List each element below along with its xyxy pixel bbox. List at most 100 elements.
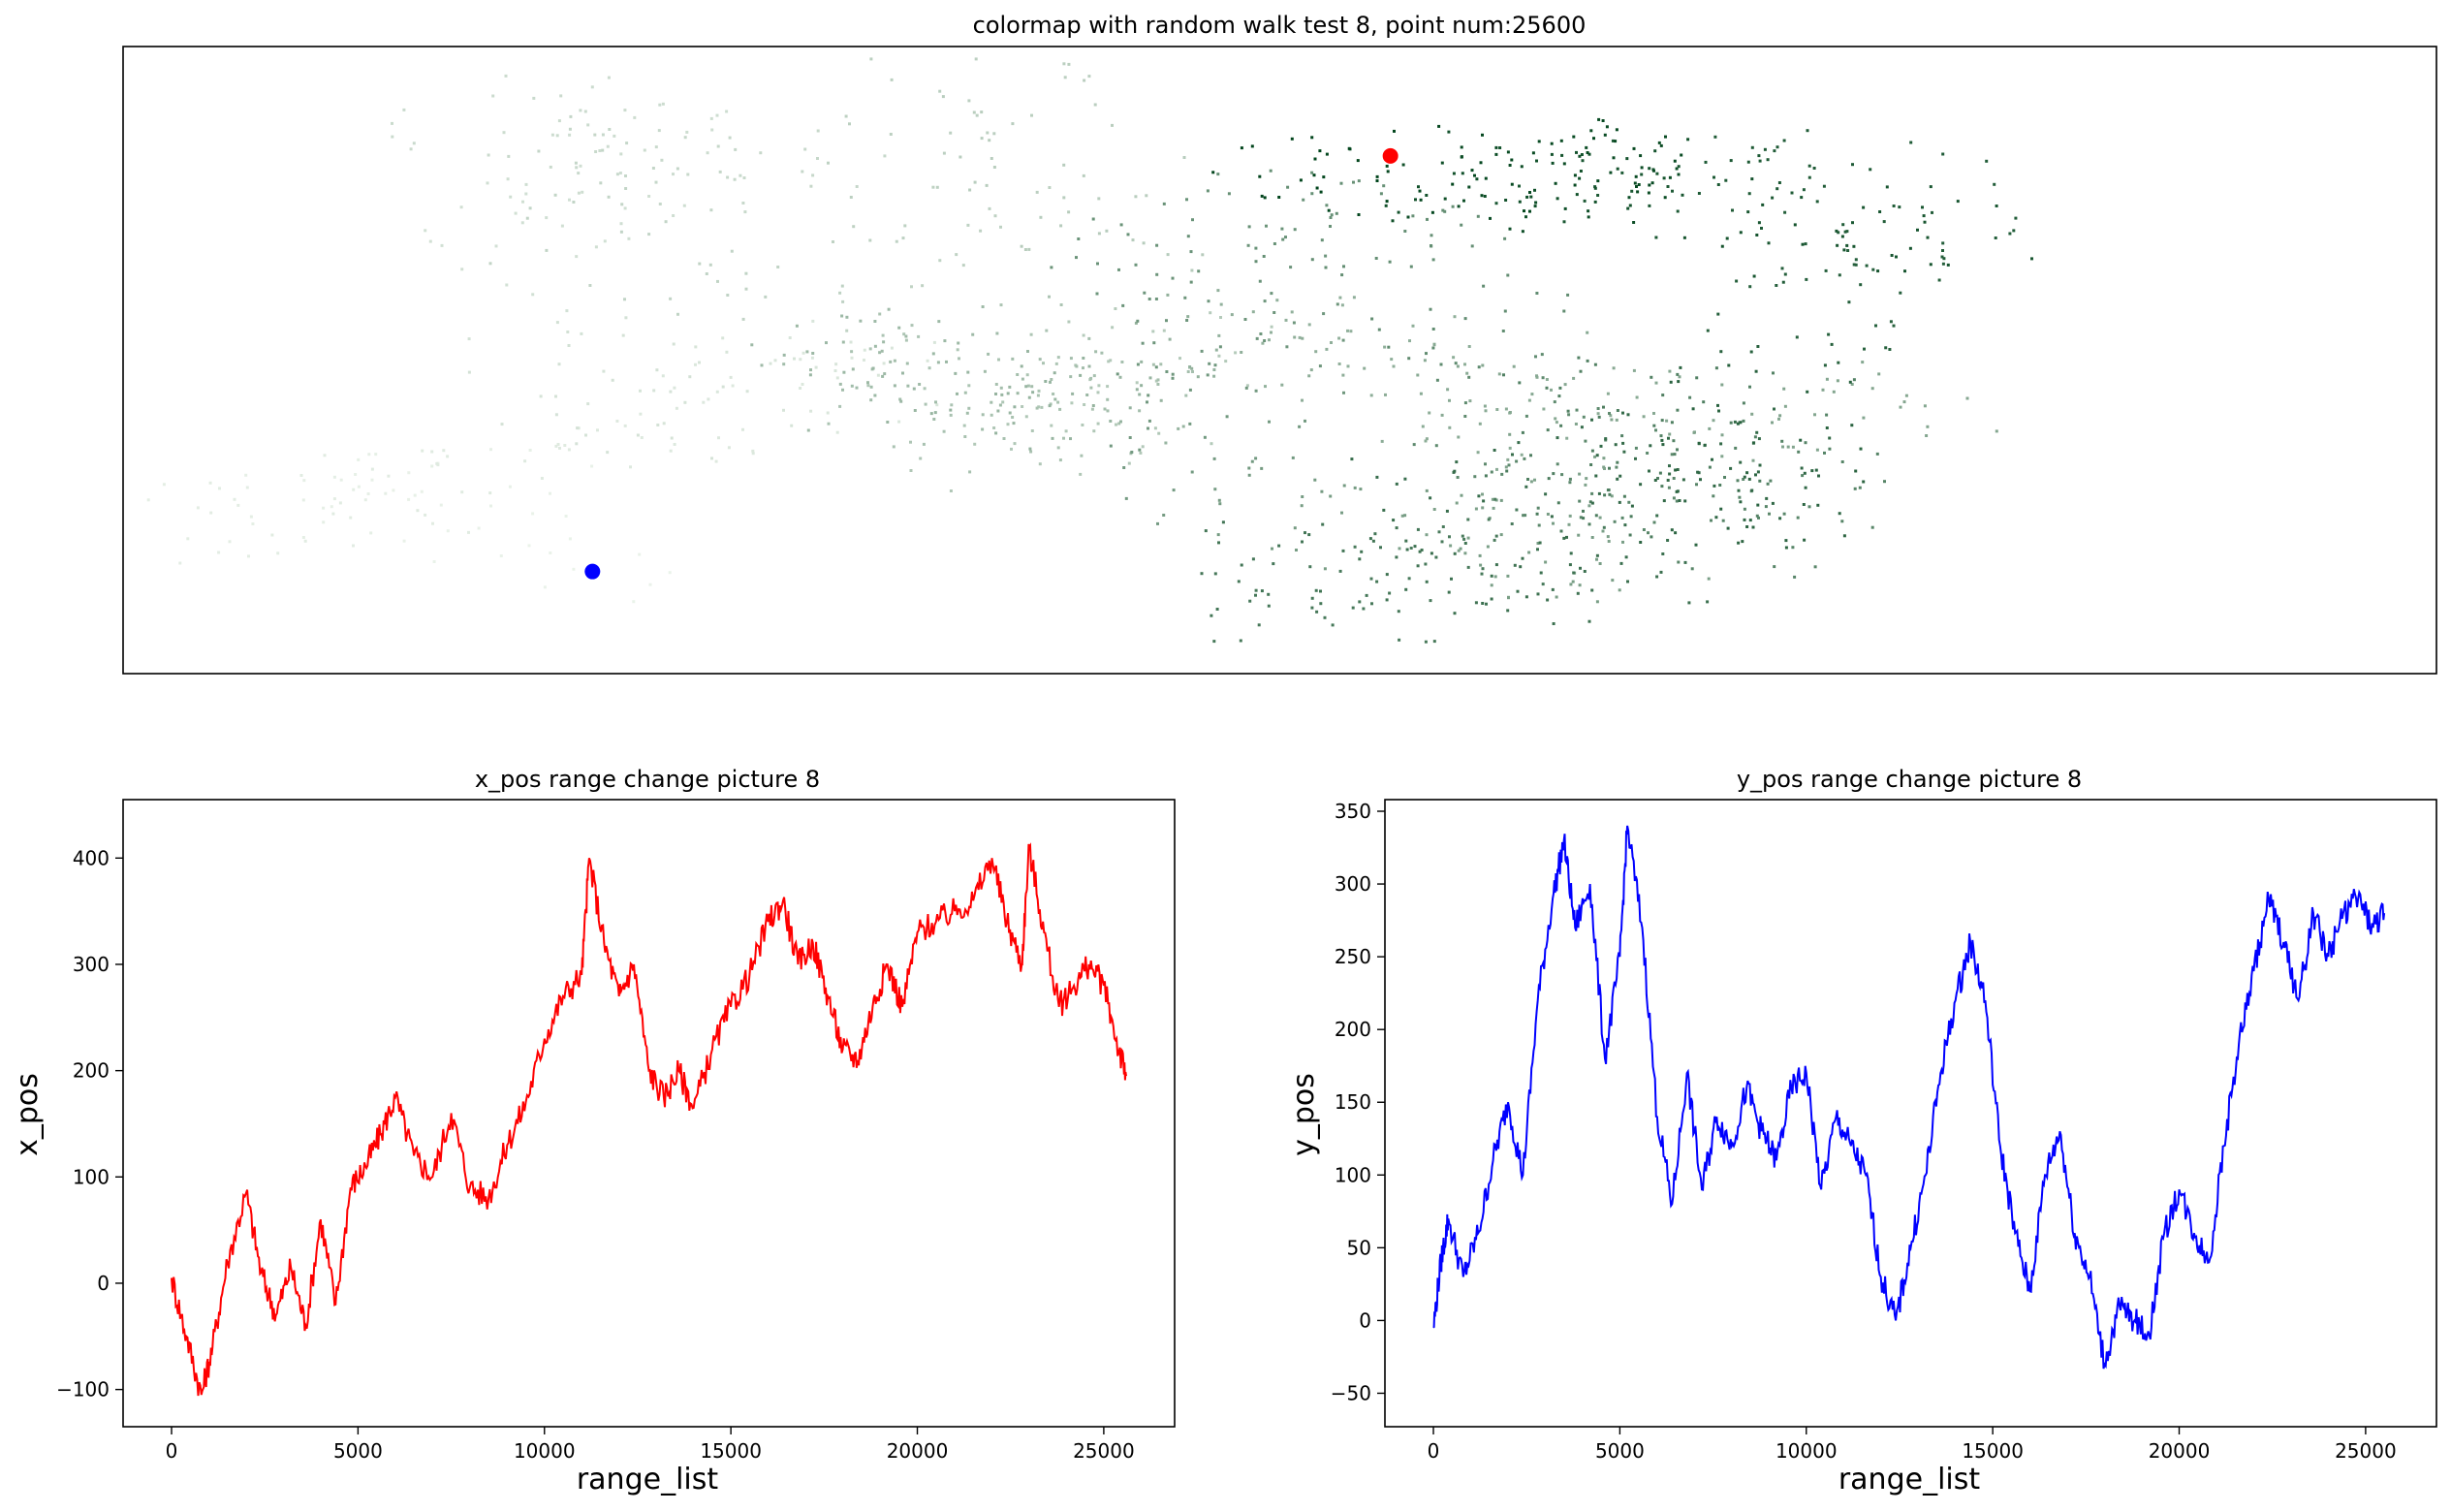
walk-point	[1773, 565, 1776, 569]
walk-point	[1528, 209, 1531, 213]
walk-point	[1697, 442, 1701, 446]
y-tick-label: 200	[1335, 1018, 1371, 1041]
walk-point	[460, 268, 464, 271]
walk-point	[1756, 470, 1760, 474]
walk-point	[537, 149, 541, 153]
walk-point	[1535, 512, 1539, 516]
walk-point	[1680, 153, 1683, 157]
walk-point	[1097, 232, 1101, 236]
walk-point	[1481, 363, 1485, 367]
walk-point	[1426, 217, 1429, 221]
walk-point	[1780, 439, 1784, 443]
walk-point	[1577, 356, 1581, 360]
walk-point	[1067, 320, 1071, 324]
walk-point	[276, 551, 280, 555]
walk-point	[1773, 407, 1775, 411]
walk-point	[1579, 516, 1583, 520]
walk-point	[1087, 75, 1091, 79]
walk-point	[543, 585, 547, 589]
walk-point	[1675, 167, 1679, 171]
walk-point	[431, 521, 434, 525]
walk-point	[1397, 610, 1400, 614]
walk-point	[1854, 469, 1858, 473]
walk-point	[1251, 557, 1255, 561]
walk-point	[966, 223, 970, 227]
walk-point	[1126, 233, 1130, 236]
walk-point	[1425, 488, 1429, 492]
walk-point	[1749, 350, 1753, 354]
walk-point	[1558, 386, 1562, 390]
walk-point	[1550, 515, 1554, 519]
walk-point	[1152, 341, 1156, 345]
walk-point	[1859, 447, 1863, 451]
walk-point	[1929, 263, 1933, 267]
walk-point	[1622, 494, 1626, 498]
walk-point	[527, 544, 531, 548]
walk-point	[1375, 475, 1379, 479]
walk-point	[1451, 205, 1455, 208]
walk-point	[1551, 161, 1555, 165]
walk-point	[1515, 459, 1519, 463]
walk-point	[1737, 488, 1741, 492]
walk-point	[1093, 103, 1097, 107]
y-tick-label: 300	[1335, 872, 1371, 896]
walk-point	[809, 184, 813, 188]
walk-point	[1304, 419, 1306, 423]
walk-point	[1490, 470, 1493, 474]
walk-point	[1612, 366, 1616, 370]
walk-point	[725, 110, 729, 113]
walk-point	[1217, 354, 1221, 358]
walk-point	[1155, 243, 1159, 247]
walk-point	[615, 420, 619, 423]
walk-point	[1457, 549, 1461, 552]
walk-point	[594, 245, 598, 249]
walk-point	[932, 340, 936, 344]
walk-point	[1432, 508, 1436, 511]
walk-point	[1941, 241, 1945, 245]
walk-point	[1589, 463, 1593, 466]
walk-point	[579, 164, 582, 168]
walk-point	[1114, 307, 1117, 310]
walk-point	[827, 422, 831, 425]
walk-point	[1430, 210, 1434, 214]
walk-point	[1461, 172, 1464, 175]
walk-point	[1310, 136, 1314, 140]
walk-point	[912, 387, 916, 391]
walk-point	[1261, 341, 1265, 345]
y-tick-label: 350	[1335, 800, 1371, 823]
walk-point	[1408, 339, 1411, 343]
walk-point	[1491, 497, 1494, 501]
walk-point	[941, 95, 945, 99]
walk-point	[577, 191, 581, 195]
walk-point	[1823, 451, 1826, 455]
walk-point	[1154, 298, 1158, 300]
walk-point	[1507, 463, 1511, 467]
y-tick-label: 0	[97, 1272, 110, 1295]
walk-point	[973, 180, 977, 184]
x-tick-label: 15000	[1962, 1439, 2024, 1463]
walk-point	[1346, 364, 1350, 368]
walk-point	[1418, 189, 1422, 193]
walk-point	[999, 303, 1003, 307]
walk-point	[1529, 195, 1533, 199]
walk-point	[1397, 210, 1400, 214]
walk-point	[1404, 539, 1408, 543]
walk-point	[942, 429, 946, 433]
walk-point	[1904, 394, 1908, 397]
walk-point	[1490, 583, 1493, 587]
walk-point	[897, 420, 901, 424]
walk-point	[929, 412, 933, 416]
walk-point	[1405, 548, 1409, 551]
walk-point	[1349, 330, 1353, 333]
walk-point	[1584, 483, 1587, 487]
walk-point	[564, 515, 568, 518]
walk-point	[1424, 640, 1428, 644]
walk-point	[577, 172, 581, 175]
walk-point	[1806, 390, 1809, 394]
walk-point	[1325, 347, 1329, 351]
walk-point	[1432, 640, 1436, 644]
walk-point	[1613, 520, 1617, 523]
walk-point	[508, 485, 512, 488]
walk-point	[1747, 192, 1751, 196]
walk-point	[729, 375, 733, 379]
